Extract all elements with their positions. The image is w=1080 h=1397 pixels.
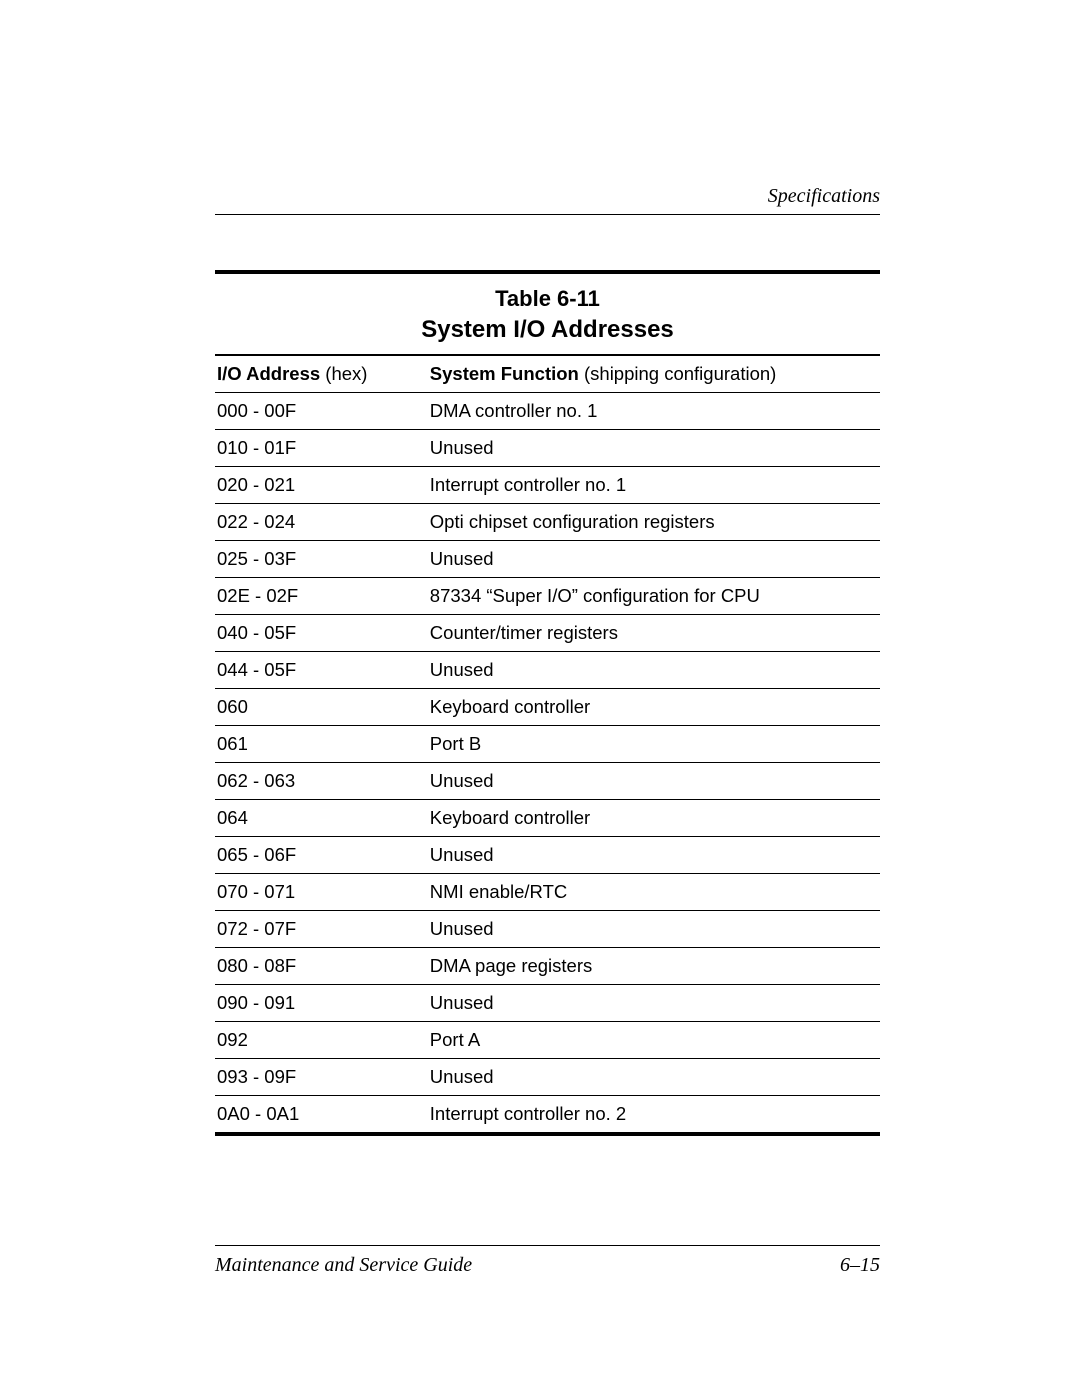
page-footer: Maintenance and Service Guide 6–15	[215, 1245, 880, 1277]
cell-function: Keyboard controller	[428, 800, 880, 837]
cell-address: 022 - 024	[215, 504, 428, 541]
cell-address: 061	[215, 726, 428, 763]
cell-address: 000 - 00F	[215, 393, 428, 430]
cell-address: 065 - 06F	[215, 837, 428, 874]
cell-address: 040 - 05F	[215, 615, 428, 652]
table-number: Table 6-11	[215, 286, 880, 312]
table-title: System I/O Addresses	[215, 316, 880, 344]
cell-function: Counter/timer registers	[428, 615, 880, 652]
table-row: 080 - 08FDMA page registers	[215, 948, 880, 985]
table-header-row: I/O Address (hex) System Function (shipp…	[215, 356, 880, 393]
cell-address: 090 - 091	[215, 985, 428, 1022]
cell-address: 080 - 08F	[215, 948, 428, 985]
cell-function: Opti chipset configuration registers	[428, 504, 880, 541]
table-row: 072 - 07FUnused	[215, 911, 880, 948]
footer-left: Maintenance and Service Guide	[215, 1254, 472, 1277]
cell-function: Unused	[428, 541, 880, 578]
table-row: 093 - 09FUnused	[215, 1059, 880, 1096]
table-row: 092Port A	[215, 1022, 880, 1059]
cell-address: 02E - 02F	[215, 578, 428, 615]
table-row: 000 - 00FDMA controller no. 1	[215, 393, 880, 430]
cell-function: Unused	[428, 652, 880, 689]
cell-function: Port A	[428, 1022, 880, 1059]
cell-function: Unused	[428, 911, 880, 948]
table-row: 090 - 091Unused	[215, 985, 880, 1022]
cell-function: Unused	[428, 837, 880, 874]
footer-right: 6–15	[840, 1254, 880, 1277]
table-row: 060Keyboard controller	[215, 689, 880, 726]
table-row: 061Port B	[215, 726, 880, 763]
cell-address: 062 - 063	[215, 763, 428, 800]
cell-address: 072 - 07F	[215, 911, 428, 948]
cell-address: 0A0 - 0A1	[215, 1096, 428, 1133]
table-row: 070 - 071NMI enable/RTC	[215, 874, 880, 911]
cell-address: 044 - 05F	[215, 652, 428, 689]
table-row: 062 - 063Unused	[215, 763, 880, 800]
cell-address: 093 - 09F	[215, 1059, 428, 1096]
table-row: 0A0 - 0A1Interrupt controller no. 2	[215, 1096, 880, 1133]
table-row: 02E - 02F87334 “Super I/O” configuration…	[215, 578, 880, 615]
cell-function: Interrupt controller no. 2	[428, 1096, 880, 1133]
cell-function: DMA page registers	[428, 948, 880, 985]
col-header-address-bold: I/O Address	[217, 363, 320, 384]
table-row: 044 - 05FUnused	[215, 652, 880, 689]
table-row: 025 - 03FUnused	[215, 541, 880, 578]
table-row: 020 - 021Interrupt controller no. 1	[215, 467, 880, 504]
col-header-function: System Function (shipping configuration)	[428, 356, 880, 393]
io-address-table: I/O Address (hex) System Function (shipp…	[215, 356, 880, 1132]
col-header-function-bold: System Function	[430, 363, 579, 384]
col-header-function-paren: (shipping configuration)	[579, 363, 776, 384]
cell-function: Port B	[428, 726, 880, 763]
cell-address: 010 - 01F	[215, 430, 428, 467]
rule-bottom	[215, 1132, 880, 1136]
cell-function: 87334 “Super I/O” configuration for CPU	[428, 578, 880, 615]
cell-function: DMA controller no. 1	[428, 393, 880, 430]
cell-address: 092	[215, 1022, 428, 1059]
cell-function: Keyboard controller	[428, 689, 880, 726]
cell-function: Unused	[428, 763, 880, 800]
cell-address: 064	[215, 800, 428, 837]
cell-address: 070 - 071	[215, 874, 428, 911]
table-row: 065 - 06FUnused	[215, 837, 880, 874]
table-row: 010 - 01FUnused	[215, 430, 880, 467]
cell-address: 060	[215, 689, 428, 726]
table-row: 064Keyboard controller	[215, 800, 880, 837]
cell-function: NMI enable/RTC	[428, 874, 880, 911]
page: Specifications Table 6-11 System I/O Add…	[0, 0, 1080, 1397]
table-row: 022 - 024Opti chipset configuration regi…	[215, 504, 880, 541]
cell-function: Interrupt controller no. 1	[428, 467, 880, 504]
cell-function: Unused	[428, 985, 880, 1022]
cell-function: Unused	[428, 430, 880, 467]
cell-address: 020 - 021	[215, 467, 428, 504]
rule-top	[215, 270, 880, 274]
cell-function: Unused	[428, 1059, 880, 1096]
table-row: 040 - 05FCounter/timer registers	[215, 615, 880, 652]
col-header-address: I/O Address (hex)	[215, 356, 428, 393]
col-header-address-paren: (hex)	[320, 363, 367, 384]
table-container: Table 6-11 System I/O Addresses I/O Addr…	[215, 270, 880, 1136]
running-head: Specifications	[215, 185, 880, 215]
cell-address: 025 - 03F	[215, 541, 428, 578]
